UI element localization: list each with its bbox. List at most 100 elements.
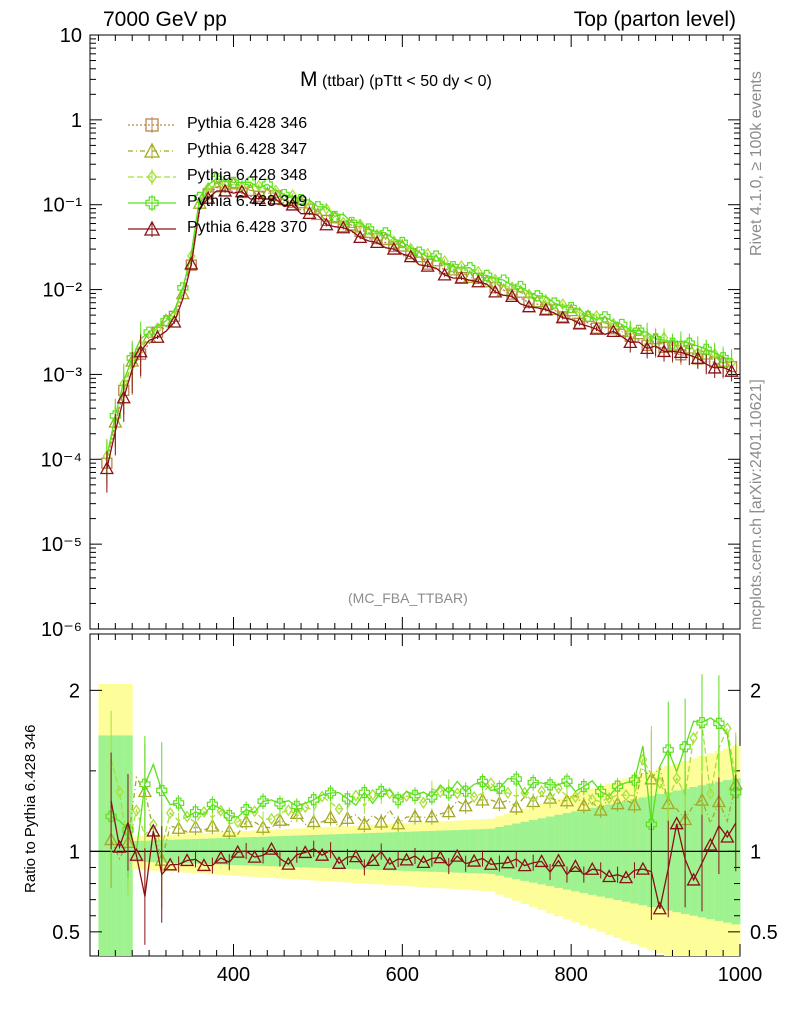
ratio-point-p348 (706, 787, 715, 800)
point-p347 (479, 274, 494, 288)
ratio-point-p370 (213, 850, 228, 864)
ratio-point-p348 (723, 722, 732, 735)
point-p370 (437, 267, 452, 281)
point-p348 (440, 255, 449, 268)
point-p349 (160, 315, 172, 327)
point-p349 (430, 250, 442, 262)
rivet-version-label: Rivet 4.1.0, ≥ 100k events (748, 71, 765, 256)
ratio-point-p370 (669, 816, 684, 830)
ratio-point-p348 (351, 789, 361, 802)
ratio-point-p349 (189, 806, 202, 818)
point-p370 (268, 191, 283, 205)
ratio-point-p370 (298, 845, 313, 859)
ratio-ytick-label-right: 0.5 (750, 922, 778, 944)
ratio-series (104, 674, 743, 945)
ratio-point-p347 (171, 820, 186, 834)
point-p349 (481, 269, 493, 281)
ratio-point-p347 (509, 799, 524, 813)
point-p349 (295, 193, 307, 206)
ratio-point-p347 (559, 793, 575, 807)
point-p349 (346, 216, 358, 229)
point-p370 (353, 230, 368, 244)
point-p370 (589, 321, 604, 335)
point-p347 (226, 176, 241, 190)
main-ytick-label: 10 (60, 25, 82, 47)
ratio-point-p370 (618, 870, 634, 884)
ratio-point-p349 (240, 803, 252, 816)
point-p370 (673, 345, 689, 359)
ratio-point-p347 (492, 795, 507, 809)
series-p370 (99, 183, 739, 493)
ratio-point-p370 (264, 841, 279, 855)
point-p370 (488, 284, 503, 298)
ratio-point-p370 (230, 844, 245, 858)
point-p349 (666, 337, 679, 349)
point-p349 (413, 246, 425, 258)
point-p349 (329, 210, 341, 223)
ratio-point-p349 (578, 780, 590, 793)
ratio-point-p370 (281, 856, 296, 870)
ratio-point-p349 (223, 809, 235, 822)
point-p370 (336, 220, 351, 234)
point-p349 (498, 274, 510, 286)
main-ytick-label: 1 (71, 110, 82, 132)
ratio-point-p349 (426, 791, 438, 803)
point-p349 (531, 290, 544, 302)
ratio-point-p370 (568, 859, 583, 873)
ratio-point-p370 (483, 856, 499, 870)
main-ytick-label: 10⁻² (43, 280, 83, 302)
point-p348 (153, 322, 162, 335)
point-p349 (143, 326, 155, 338)
legend-marker-p370 (143, 220, 161, 236)
legend-entry-349: Pythia 6.428 349 (187, 193, 308, 210)
ratio-point-p348 (604, 791, 614, 805)
ratio-point-p347 (222, 823, 237, 837)
ratio-point-p349 (173, 797, 185, 809)
point-p347 (243, 182, 258, 197)
ratio-point-p348 (554, 782, 563, 795)
ratio-xtick-label: 1000 (718, 964, 763, 986)
point-p349 (514, 280, 527, 293)
point-p347 (277, 192, 292, 206)
ratio-point-p347 (255, 819, 271, 833)
point-p370 (606, 323, 621, 338)
ratio-point-p348 (368, 788, 378, 801)
ratio-point-p349 (730, 786, 742, 799)
point-p370 (640, 340, 655, 355)
ratio-series-p370 (110, 752, 737, 945)
ratio-point-p349 (122, 824, 134, 836)
ratio-point-p370 (585, 861, 600, 875)
ratio-point-p348 (436, 785, 445, 799)
point-p349 (211, 173, 223, 185)
point-p349 (464, 262, 476, 274)
ratio-point-p370 (652, 901, 667, 915)
ratio-point-p348 (486, 777, 496, 790)
ratio-point-p349 (291, 800, 303, 812)
ratio-ytick-label: 2 (69, 680, 80, 702)
ratio-point-p370 (500, 855, 515, 869)
ratio-point-p370 (686, 872, 701, 886)
point-p370 (707, 360, 722, 374)
point-p349 (717, 352, 729, 364)
plot-title-main: M (300, 68, 318, 91)
ratio-point-p348 (689, 731, 698, 745)
ratio-point-p370 (433, 850, 448, 864)
ratio-point-p370 (146, 823, 161, 837)
ratio-point-p370 (399, 852, 414, 866)
point-p370 (724, 363, 739, 377)
ratio-point-p349 (662, 744, 674, 756)
ratio-point-p370 (315, 847, 330, 861)
point-p370 (302, 206, 317, 220)
point-p348 (372, 228, 382, 242)
point-p370 (504, 289, 520, 303)
ratio-point-p348 (115, 785, 124, 799)
header-process: Top (parton level) (573, 8, 736, 31)
ratio-point-p348 (132, 804, 141, 817)
legend-entry-347: Pythia 6.428 347 (187, 141, 308, 158)
point-p348 (406, 242, 416, 255)
main-series (99, 173, 739, 493)
point-p347 (361, 225, 376, 239)
ratio-point-p347 (407, 809, 423, 823)
ratio-point-p347 (610, 796, 625, 810)
series-line-p349 (106, 178, 732, 458)
